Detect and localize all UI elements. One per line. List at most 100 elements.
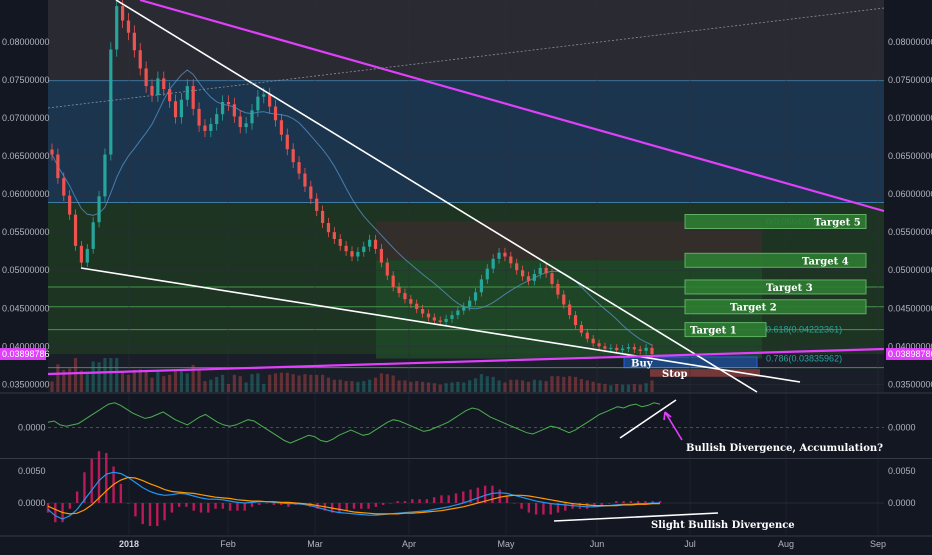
time-tick-label: 2018 — [119, 539, 139, 549]
candle-body — [350, 251, 354, 257]
candle-body — [544, 267, 548, 274]
macd-histogram-bar — [411, 499, 414, 503]
volume-bar — [238, 376, 242, 392]
price-tick-label-right: 0.07500000 — [888, 75, 932, 85]
candle-body — [515, 263, 519, 271]
volume-bar — [268, 374, 272, 392]
price-tick-label-left: 0.05500000 — [2, 227, 50, 237]
macd-histogram-bar — [141, 503, 144, 525]
candle-body — [250, 110, 254, 124]
macd-histogram-bar — [491, 485, 494, 503]
candle-body — [432, 317, 436, 321]
volume-bar — [115, 358, 119, 392]
volume-bar — [479, 374, 484, 392]
target-label: Target 4 — [802, 256, 849, 267]
volume-bar — [185, 373, 189, 392]
arrow-head — [663, 411, 672, 421]
volume-bar — [109, 358, 113, 392]
macd-histogram-bar — [651, 501, 654, 503]
candle-body — [109, 49, 113, 155]
candle-body — [573, 315, 578, 326]
macd-histogram-bar — [644, 501, 647, 503]
candle-body — [91, 222, 95, 249]
volume-bar — [273, 373, 278, 392]
divergence-line — [619, 399, 677, 439]
candle-body — [373, 239, 378, 249]
macd-histogram-bar — [513, 503, 516, 504]
macd-histogram-bar — [272, 503, 276, 505]
candle-body — [185, 86, 189, 100]
candle-body — [462, 306, 466, 311]
candle-body — [438, 320, 442, 322]
candle-body — [79, 245, 84, 263]
volume-bar — [562, 376, 566, 392]
candle-body — [550, 273, 554, 284]
candle-body — [126, 20, 131, 33]
volume-bar — [197, 370, 201, 392]
trend-line — [47, 347, 885, 376]
candle-body — [385, 262, 389, 276]
candle-body — [491, 258, 495, 269]
volume-bar — [385, 374, 389, 392]
candle-body — [562, 294, 566, 305]
candle-body — [220, 101, 225, 115]
macd-histogram-bar — [75, 491, 79, 503]
macd-histogram-bar — [265, 503, 268, 504]
candle-body — [244, 123, 248, 128]
macd-histogram-bar — [585, 503, 589, 509]
candle-body — [291, 149, 295, 163]
candle-body — [503, 252, 507, 257]
fib-level-label: 0.786(0.03835962) — [766, 354, 842, 364]
price-tick-label-left: 0.04000000 — [2, 341, 50, 351]
macd-tick-right: 0.0000 — [888, 498, 916, 508]
candle-body — [526, 276, 531, 281]
price-tick-label-right: 0.04000000 — [888, 341, 932, 351]
candle-body — [85, 248, 89, 263]
macd-histogram-bar — [177, 503, 181, 507]
volume-bar — [303, 374, 307, 392]
volume-bar — [209, 379, 213, 392]
last-price-right: 0.03898786 — [888, 349, 932, 359]
volume-bar — [397, 380, 401, 392]
candle-body — [556, 283, 560, 295]
candle-body — [615, 347, 619, 351]
candle-body — [226, 101, 231, 105]
macd-histogram-bar — [432, 497, 436, 503]
volume-bar — [138, 369, 142, 392]
candle-body — [538, 267, 542, 275]
volume-bar — [132, 369, 136, 392]
stop-label: Stop — [662, 369, 688, 380]
candle-body — [620, 348, 625, 351]
candle-body — [591, 338, 595, 344]
volume-bar — [215, 376, 219, 392]
price-tick-label-right: 0.07000000 — [888, 113, 932, 123]
macd-histogram-bar — [192, 503, 195, 511]
volume-bar — [591, 381, 595, 392]
volume-bar — [438, 384, 442, 392]
candle-body — [444, 318, 448, 322]
volume-bar — [332, 379, 336, 392]
volume-bar — [126, 374, 131, 392]
macd-histogram-bar — [250, 503, 254, 507]
candle-body — [132, 32, 136, 51]
candle-body — [191, 86, 195, 109]
macd-annotation: Slight Bullish Divergence — [651, 520, 795, 531]
candle-body — [520, 270, 525, 277]
target-label: Target 1 — [690, 326, 737, 337]
volume-bar — [403, 380, 407, 392]
macd-histogram-bar — [462, 491, 465, 503]
price-tick-label-right: 0.03500000 — [888, 379, 932, 389]
macd-histogram-bar — [338, 503, 341, 513]
candle-body — [585, 332, 589, 339]
candle-body — [115, 6, 119, 50]
candle-body — [473, 292, 478, 301]
volume-bar — [350, 381, 354, 392]
candle-body — [162, 78, 166, 90]
candle-body — [268, 94, 272, 107]
divergence-arrow — [664, 411, 683, 441]
candle-body — [415, 303, 419, 310]
volume-bar — [97, 362, 101, 392]
time-tick-label: Sep — [870, 539, 886, 549]
volume-bar — [85, 373, 89, 392]
